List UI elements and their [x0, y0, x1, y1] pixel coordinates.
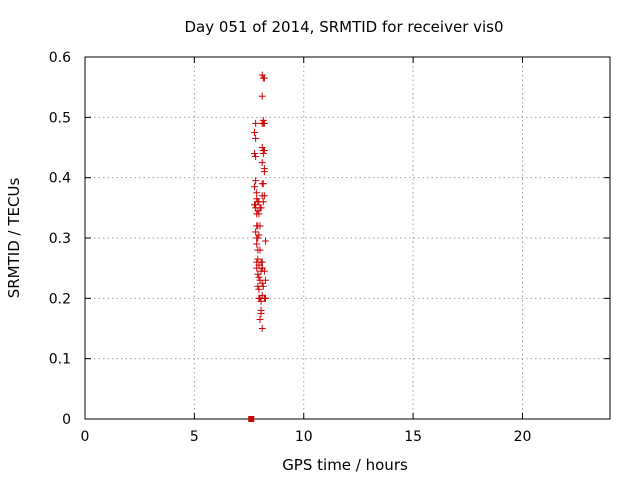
data-point	[260, 119, 268, 127]
data-point	[254, 270, 262, 278]
y-tick-label: 0.5	[49, 110, 71, 126]
x-tick-label: 5	[190, 429, 199, 445]
data-point	[258, 264, 266, 272]
data-point	[260, 147, 268, 155]
data-point	[258, 325, 266, 332]
y-tick-label: 0.2	[49, 291, 71, 307]
x-tick-label: 20	[514, 429, 532, 445]
data-point	[254, 255, 262, 263]
data-point	[260, 192, 268, 200]
y-tick-label: 0.3	[49, 231, 71, 247]
data-point	[254, 234, 262, 242]
y-axis: 0 0.1 0.2 0.3 0.4 0.5 0.6	[49, 50, 610, 428]
data-point	[252, 177, 260, 185]
data-point	[252, 228, 260, 236]
data-point	[259, 282, 267, 290]
data-point	[253, 189, 261, 197]
x-tick-label: 15	[404, 429, 422, 445]
data-point	[255, 273, 263, 281]
data-point	[255, 285, 263, 293]
data-point	[257, 204, 265, 212]
data-point	[253, 240, 261, 248]
data-point	[258, 258, 266, 266]
data-point	[252, 134, 260, 142]
x-axis: 0 5 10 15 20	[81, 57, 532, 445]
data-points	[248, 71, 269, 422]
data-point	[258, 180, 266, 188]
data-point	[258, 159, 266, 167]
data-point	[253, 210, 261, 218]
y-tick-label: 0.4	[49, 171, 71, 187]
data-point	[251, 150, 259, 158]
grid	[85, 57, 610, 419]
data-point	[256, 315, 264, 323]
y-tick-label: 0	[62, 412, 71, 428]
data-point	[258, 279, 266, 287]
data-point	[261, 237, 269, 245]
x-axis-label: GPS time / hours	[282, 456, 408, 474]
data-point-square	[248, 416, 255, 422]
data-point	[255, 198, 263, 206]
data-point	[260, 168, 268, 176]
y-axis-label: SRMTID / TECUs	[5, 178, 23, 299]
data-point	[257, 309, 265, 317]
data-point	[256, 246, 264, 254]
data-point	[255, 231, 263, 239]
data-point	[252, 119, 260, 127]
data-point	[260, 74, 268, 82]
data-point	[251, 183, 259, 191]
x-tick-label: 0	[81, 429, 90, 445]
data-point	[252, 153, 260, 161]
y-tick-label: 0.1	[49, 352, 71, 368]
data-point	[256, 222, 264, 230]
data-point	[261, 276, 269, 284]
data-point	[260, 294, 268, 302]
chart-title: Day 051 of 2014, SRMTID for receiver vis…	[184, 18, 503, 36]
x-tick-label: 10	[295, 429, 313, 445]
data-point	[251, 201, 259, 209]
y-tick-label: 0.6	[49, 50, 71, 66]
data-point	[259, 150, 267, 158]
data-point	[258, 92, 266, 100]
data-point	[251, 128, 259, 136]
